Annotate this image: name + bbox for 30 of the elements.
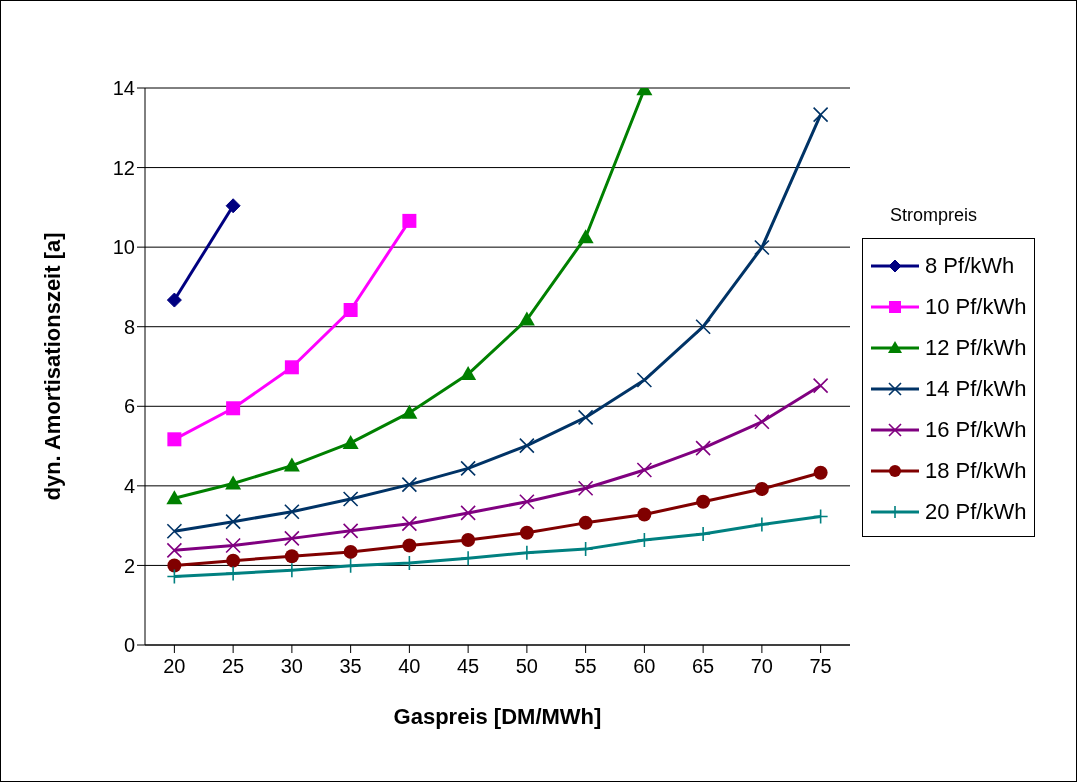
x-tick-label: 30 [280,655,303,678]
x-tick-label: 70 [750,655,773,678]
y-tick-label: 8 [123,315,135,338]
x-tick-label: 65 [692,655,715,678]
legend-label: 12 Pf/kWh [925,334,1027,361]
legend-label: 18 Pf/kWh [925,457,1027,484]
y-tick-label: 14 [112,77,135,100]
x-tick-label: 35 [339,655,362,678]
y-tick-label: 6 [123,395,135,418]
y-tick-label: 2 [123,554,135,577]
legend-label: 10 Pf/kWh [925,293,1027,320]
x-tick-label: 50 [515,655,538,678]
x-axis-title: Gaspreis [DM/MWh] [393,704,602,729]
legend-label: 8 Pf/kWh [925,252,1015,279]
y-tick-label: 4 [123,474,135,497]
y-tick-label: 12 [112,156,135,179]
legend-label: 20 Pf/kWh [925,498,1027,525]
y-axis-title: dyn. Amortisationszeit [a] [39,232,65,501]
x-tick-label: 20 [163,655,186,678]
legend-title: Strompreis [890,205,979,226]
x-tick-label: 45 [457,655,480,678]
legend-label: 16 Pf/kWh [925,416,1027,443]
x-tick-label: 75 [809,655,832,678]
y-tick-label: 0 [123,634,135,657]
x-tick-label: 25 [222,655,245,678]
x-tick-label: 40 [398,655,421,678]
x-tick-label: 55 [574,655,597,678]
y-tick-label: 10 [112,236,135,259]
x-tick-label: 60 [633,655,656,678]
legend-label: 14 Pf/kWh [925,375,1027,402]
